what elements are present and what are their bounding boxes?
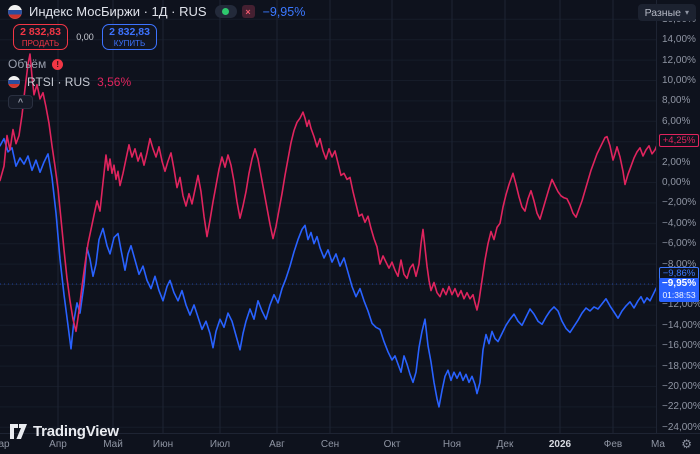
price-axis-label: −14,00% (662, 319, 700, 331)
time-axis-label: Ма (650, 439, 666, 450)
time-axis-label: Фев (603, 439, 623, 450)
symbol-title: Индекс МосБиржи · 1Д · RUS (29, 4, 207, 19)
time-axis-label: Апр (49, 439, 67, 450)
price-axis-label: −22,00% (662, 401, 700, 413)
scale-mode-label: Разные (644, 6, 681, 19)
time-axis-label: Июл (209, 439, 231, 450)
buy-label: КУПИТЬ (113, 38, 146, 48)
price-tag: +4,25% (659, 133, 699, 147)
russia-flag-icon (8, 76, 20, 88)
price-axis-label: −16,00% (662, 340, 700, 352)
time-axis-label: Дек (496, 439, 514, 450)
time-axis-label: Окт (383, 439, 401, 450)
time-axis-label: ар (0, 439, 10, 450)
price-axis-label: −8,00% (662, 258, 697, 270)
legend-collapse-button[interactable]: ^ (8, 95, 33, 109)
price-axis-label: −4,00% (662, 217, 697, 229)
price-axis-label: 6,00% (662, 115, 691, 127)
spread-value: 0,00 (76, 32, 94, 42)
trade-buttons-row: 2 832,83 ПРОДАТЬ 0,00 2 832,83 КУПИТЬ (13, 24, 305, 50)
time-axis-label: Ноя (442, 439, 462, 450)
error-badge-icon[interactable]: ! (52, 58, 64, 70)
price-axis-label: 14,00% (662, 34, 696, 46)
scale-mode-button[interactable]: Разные ▾ (637, 4, 696, 21)
price-axis-label: −12,00% (662, 299, 700, 311)
time-axis-label: Авг (269, 439, 285, 450)
compare-symbol-title: RTSI · RUS (27, 75, 91, 89)
price-axis-label: 0,00% (662, 177, 691, 188)
price-axis[interactable]: 16,00%14,00%12,00%10,00%8,00%6,00%2,00%0… (656, 0, 700, 433)
data-alert-icon[interactable]: × (241, 5, 255, 18)
time-axis[interactable]: ⚙ ар Апр Май Июн Июл Авг Сен Окт Ноя Дек 2026 Фев Ма (0, 433, 700, 454)
price-axis-label: −6,00% (662, 238, 697, 250)
market-open-dot-icon (222, 8, 230, 15)
chart-canvas[interactable] (0, 0, 656, 433)
price-axis-label: 10,00% (662, 75, 696, 86)
tradingview-logo-text: TradingView (33, 423, 119, 440)
buy-price: 2 832,83 (109, 25, 150, 38)
symbol-change: −9,95% (262, 4, 306, 19)
price-axis-label: 12,00% (662, 54, 696, 66)
tradingview-logo-icon (10, 424, 27, 439)
tradingview-logo[interactable]: TradingView (10, 423, 119, 440)
compare-symbol-change: 3,56% (97, 75, 132, 89)
time-axis-label: Июн (152, 439, 174, 450)
price-axis-label: −2,00% (662, 197, 697, 209)
buy-button[interactable]: 2 832,83 КУПИТЬ (102, 24, 157, 50)
sell-label: ПРОДАТЬ (21, 38, 60, 48)
compare-symbol-row[interactable]: RTSI · RUS 3,56% (8, 75, 305, 89)
volume-row[interactable]: Объём ! (8, 57, 305, 71)
time-axis-label: 2026 (548, 439, 572, 450)
price-axis-label: −18,00% (662, 360, 700, 372)
market-status-pill[interactable] (214, 5, 237, 18)
sell-button[interactable]: 2 832,83 ПРОДАТЬ (13, 24, 68, 50)
price-axis-label: −20,00% (662, 381, 700, 392)
series-moex-line[interactable] (0, 137, 656, 408)
series-rtsi-line[interactable] (0, 53, 656, 333)
time-axis-label: Май (103, 439, 123, 450)
price-axis-label: 2,00% (662, 156, 691, 168)
volume-label: Объём (8, 57, 47, 71)
price-axis-label: −24,00% (662, 421, 700, 433)
legend: Индекс МосБиржи · 1Д · RUS × −9,95% 2 83… (8, 4, 305, 109)
chevron-down-icon: ▾ (684, 8, 689, 17)
sell-price: 2 832,83 (20, 25, 61, 38)
gear-icon[interactable]: ⚙ (681, 437, 692, 451)
symbol-row[interactable]: Индекс МосБиржи · 1Д · RUS × −9,95% (8, 4, 305, 19)
price-tag: −9,95% 01:38:53 (659, 278, 699, 302)
gridlines (0, 0, 656, 433)
price-axis-label: 8,00% (662, 95, 691, 107)
time-axis-label: Сен (320, 439, 340, 450)
russia-flag-icon (8, 4, 22, 19)
